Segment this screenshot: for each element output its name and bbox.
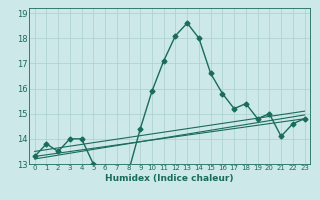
X-axis label: Humidex (Indice chaleur): Humidex (Indice chaleur) xyxy=(105,174,234,183)
